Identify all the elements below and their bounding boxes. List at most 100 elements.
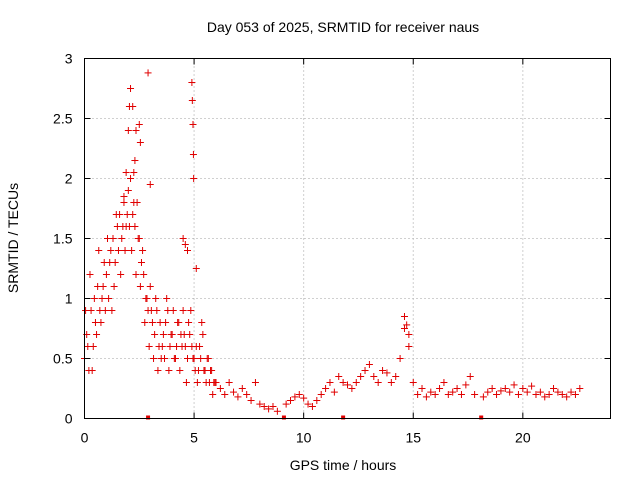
data-point (176, 367, 184, 374)
data-point (523, 388, 531, 396)
data-point (134, 235, 142, 242)
data-point (532, 391, 540, 398)
data-point (207, 367, 215, 374)
data-point (471, 391, 479, 398)
data-point (400, 313, 408, 320)
data-point (159, 331, 167, 338)
data-point (121, 247, 129, 254)
data-point (152, 295, 160, 302)
data-point (88, 367, 96, 374)
grid (84, 58, 611, 419)
data-point (189, 121, 197, 128)
data-point (198, 319, 206, 326)
data-point (453, 385, 461, 392)
y-tick-label: 3 (65, 51, 73, 67)
data-point (379, 367, 387, 374)
data-point (403, 321, 411, 329)
data-point (225, 379, 233, 386)
x-tick-label: 20 (515, 430, 531, 446)
data-point (567, 388, 575, 396)
data-point (273, 407, 281, 415)
data-point (145, 343, 153, 350)
data-point (141, 319, 149, 326)
data-point (269, 403, 277, 410)
data-point (189, 355, 197, 362)
data-point (179, 235, 187, 242)
data-point (427, 388, 435, 396)
data-point (400, 325, 408, 332)
zero-marker (341, 415, 346, 420)
data-point (291, 393, 299, 401)
data-point (132, 127, 140, 134)
y-tick-label: 2.5 (53, 111, 73, 127)
data-point (330, 388, 338, 396)
data-point (462, 381, 470, 389)
data-point (405, 343, 413, 350)
data-point (440, 379, 448, 386)
data-point (322, 385, 330, 392)
data-point (202, 379, 210, 386)
data-point (519, 385, 527, 392)
data-point (230, 388, 238, 396)
data-point (409, 379, 417, 386)
data-point (256, 400, 264, 408)
data-point (185, 319, 193, 326)
data-point (422, 393, 430, 401)
data-point (179, 307, 187, 314)
y-tick-label: 0.5 (53, 351, 73, 367)
data-point (108, 307, 116, 314)
data-point (130, 199, 138, 206)
data-point (127, 175, 135, 182)
data-point (151, 331, 159, 338)
data-point (335, 373, 343, 380)
chart-title: Day 053 of 2025, SRMTID for receiver nau… (207, 19, 479, 35)
data-point (165, 367, 173, 374)
data-point (84, 343, 92, 350)
data-point (449, 388, 457, 396)
data-point (147, 307, 155, 314)
data-point (169, 307, 177, 314)
data-point (107, 247, 115, 254)
data-point (105, 295, 113, 302)
data-point (374, 379, 382, 386)
data-point (414, 391, 422, 398)
data-point (110, 283, 118, 290)
data-point (571, 391, 579, 398)
data-point (444, 391, 452, 398)
data-point (117, 271, 125, 278)
data-point (136, 139, 144, 146)
data-point (132, 271, 140, 278)
data-point (122, 169, 130, 176)
data-point (112, 211, 120, 218)
axis-ticks: 0 0.5 1 1.5 2 2.5 3 0 5 10 15 20 (53, 51, 611, 446)
data-point (93, 331, 101, 338)
data-point (387, 379, 395, 386)
data-point (97, 319, 105, 326)
data-point (396, 355, 404, 362)
data-point (204, 355, 212, 362)
data-point (90, 295, 98, 302)
data-point (497, 387, 505, 395)
data-point (104, 235, 112, 242)
data-point (563, 393, 571, 401)
data-point (146, 283, 154, 290)
data-point (457, 391, 465, 398)
data-point (188, 97, 196, 104)
data-point (178, 343, 186, 350)
data-point (383, 369, 391, 377)
data-point (339, 379, 347, 386)
data-point (209, 391, 217, 398)
x-tick-label: 15 (405, 430, 421, 446)
data-point (148, 319, 156, 326)
data-point (182, 379, 190, 386)
data-point (247, 397, 255, 404)
data-point (193, 379, 201, 386)
data-point (140, 271, 148, 278)
data-point (365, 361, 373, 368)
data-point (550, 385, 558, 392)
data-point (144, 69, 152, 77)
data-point (405, 331, 413, 338)
data-point (119, 223, 127, 230)
data-point (295, 391, 303, 398)
